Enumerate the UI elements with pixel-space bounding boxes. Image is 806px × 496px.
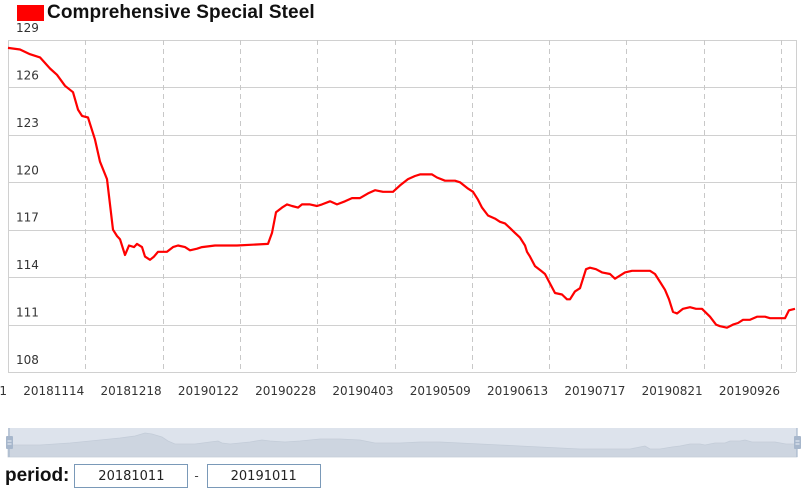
navigator[interactable] [6, 428, 801, 458]
period-label: period: [5, 465, 70, 486]
svg-text:1: 1 [0, 384, 7, 398]
svg-text:20190403: 20190403 [332, 384, 393, 398]
svg-text:20181218: 20181218 [101, 384, 162, 398]
svg-text:117: 117 [16, 211, 39, 225]
svg-text:123: 123 [16, 116, 39, 130]
svg-text:126: 126 [16, 68, 39, 82]
svg-text:20190509: 20190509 [410, 384, 471, 398]
svg-text:20181114: 20181114 [23, 384, 84, 398]
svg-text:20190122: 20190122 [178, 384, 239, 398]
svg-text:20190228: 20190228 [255, 384, 316, 398]
navigator-left-handle[interactable] [6, 436, 13, 449]
start-date-input[interactable] [74, 464, 189, 488]
legend-title: Comprehensive Special Steel [17, 2, 315, 24]
svg-text:111: 111 [16, 306, 39, 320]
svg-text:20190613: 20190613 [487, 384, 548, 398]
svg-text:20190821: 20190821 [642, 384, 703, 398]
svg-text:20190717: 20190717 [564, 384, 625, 398]
legend-swatch[interactable] [17, 5, 44, 21]
svg-text:20190926: 20190926 [719, 384, 780, 398]
period-selector: period: - [5, 463, 321, 489]
navigator-series [7, 432, 798, 458]
svg-text:114: 114 [16, 258, 39, 272]
navigator-right-handle[interactable] [794, 436, 801, 449]
series-line[interactable] [7, 46, 796, 329]
period-separator: - [194, 469, 199, 483]
svg-text:108: 108 [16, 353, 39, 367]
end-date-input[interactable] [206, 464, 321, 488]
grid [8, 40, 797, 373]
y-axis-labels: 129 126 123 120 117 114 111 108 [16, 21, 39, 367]
svg-text:129: 129 [16, 21, 39, 35]
chart-title: Comprehensive Special Steel [47, 2, 315, 23]
x-axis-labels: 1 20181114 20181218 20190122 20190228 2019040… [0, 384, 780, 398]
svg-text:120: 120 [16, 163, 39, 177]
